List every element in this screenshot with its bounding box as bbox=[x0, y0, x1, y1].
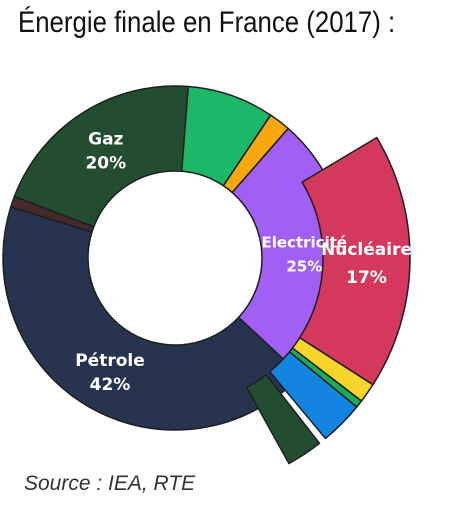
label-petrole: Pétrole bbox=[75, 351, 145, 371]
label-nucleaire: Nucléaire bbox=[321, 240, 412, 260]
pct-gaz: 20% bbox=[85, 154, 126, 174]
label-electricite: Electricité bbox=[262, 233, 348, 251]
slice-petrole bbox=[2, 206, 302, 431]
slice-gaz bbox=[13, 85, 190, 228]
chart-title: Énergie finale en France (2017) : bbox=[18, 6, 396, 39]
pct-nucleaire: 17% bbox=[346, 268, 387, 288]
label-gaz: Gaz bbox=[88, 130, 123, 150]
source-note: Source : IEA, RTE bbox=[24, 472, 196, 495]
outer-slice-dark-green bbox=[246, 373, 321, 465]
pct-petrole: 42% bbox=[90, 375, 131, 395]
outer-slice-blue bbox=[269, 351, 358, 440]
pct-electricite: 25% bbox=[286, 257, 322, 275]
